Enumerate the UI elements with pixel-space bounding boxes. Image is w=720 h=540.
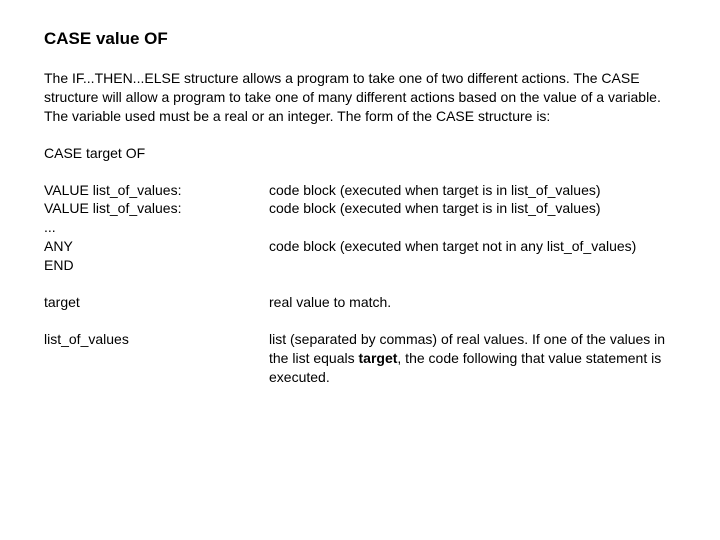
param-name: list_of_values — [44, 330, 269, 387]
spacer-row — [44, 275, 676, 293]
intro-paragraph: The IF...THEN...ELSE structure allows a … — [44, 69, 676, 126]
syntax-left: ... — [44, 218, 269, 237]
syntax-left: END — [44, 256, 269, 275]
param-desc: real value to match. — [269, 293, 676, 312]
syntax-row: VALUE list_of_values: code block (execut… — [44, 181, 676, 200]
param-row: target real value to match. — [44, 293, 676, 312]
syntax-row: ... — [44, 218, 676, 237]
spacer-row — [44, 312, 676, 330]
param-desc-bold: target — [359, 350, 398, 366]
syntax-right — [269, 256, 676, 275]
param-row: list_of_values list (separated by commas… — [44, 330, 676, 387]
page-title: CASE value OF — [44, 28, 676, 51]
syntax-table: VALUE list_of_values: code block (execut… — [44, 181, 676, 387]
param-name: target — [44, 293, 269, 312]
syntax-right: code block (executed when target is in l… — [269, 199, 676, 218]
case-target-line: CASE target OF — [44, 144, 676, 163]
syntax-left: ANY — [44, 237, 269, 256]
syntax-left: VALUE list_of_values: — [44, 181, 269, 200]
syntax-right — [269, 218, 676, 237]
document-page: CASE value OF The IF...THEN...ELSE struc… — [0, 0, 720, 407]
syntax-row: VALUE list_of_values: code block (execut… — [44, 199, 676, 218]
syntax-left: VALUE list_of_values: — [44, 199, 269, 218]
syntax-row: END — [44, 256, 676, 275]
syntax-right: code block (executed when target not in … — [269, 237, 676, 256]
syntax-row: ANY code block (executed when target not… — [44, 237, 676, 256]
syntax-right: code block (executed when target is in l… — [269, 181, 676, 200]
param-desc: list (separated by commas) of real value… — [269, 330, 676, 387]
